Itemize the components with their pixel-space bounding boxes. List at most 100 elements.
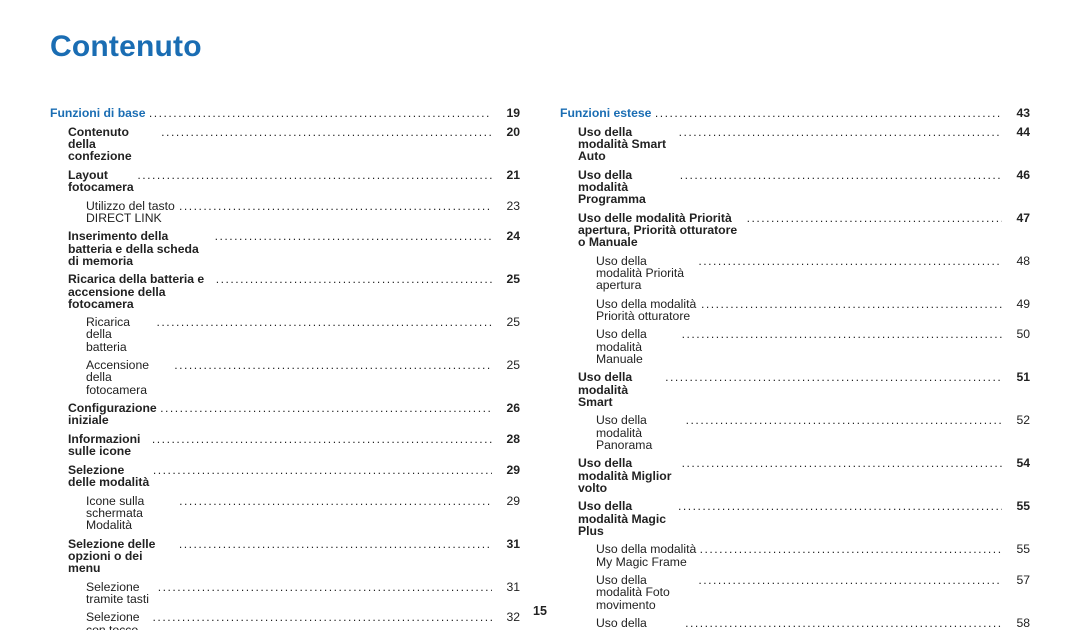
toc-column: Funzioni di base .......................…	[50, 104, 520, 630]
dot-leader: ........................................…	[179, 495, 492, 507]
toc-entry-page: 21	[492, 169, 520, 181]
toc-section-heading: Funzioni estese ........................…	[560, 104, 1030, 123]
toc-entry-page: 20	[492, 126, 520, 138]
toc-entry-label: Uso della modalità Priorità apertura	[596, 255, 695, 292]
toc-entry-page: 29	[492, 464, 520, 476]
toc-entry-label: Selezione delle opzioni o dei menu	[68, 538, 175, 575]
toc-chapter-entry: Uso della modalità Miglior volto .......…	[560, 454, 1030, 497]
toc-entry-page: 52	[1002, 414, 1030, 426]
toc-entry-page: 24	[492, 230, 520, 242]
toc-chapter-entry: Selezione delle opzioni o dei menu .....…	[50, 534, 520, 577]
dot-leader: ........................................…	[655, 107, 1002, 119]
dot-leader: ........................................…	[149, 107, 492, 119]
dot-leader: ........................................…	[679, 126, 1002, 138]
toc-sub-entry: Icone sulla schermata Modalità .........…	[50, 491, 520, 534]
dot-leader: ........................................…	[174, 359, 492, 371]
toc-chapter-entry: Uso della modalità Smart Auto ..........…	[560, 123, 1030, 166]
toc-entry-label: Ricarica della batteria e accensione del…	[68, 273, 212, 310]
toc-entry-page: 19	[492, 107, 520, 119]
dot-leader: ........................................…	[682, 328, 1002, 340]
toc-entry-label: Configurazione iniziale	[68, 402, 157, 426]
toc-chapter-entry: Uso della modalità Magic Plus ..........…	[560, 497, 1030, 540]
toc-entry-page: 54	[1002, 457, 1030, 469]
toc-chapter-entry: Contenuto della confezione .............…	[50, 123, 520, 166]
toc-entry-label: Uso della modalità Priorità otturatore	[596, 298, 698, 322]
toc-entry-label: Uso della modalità Manuale	[596, 328, 678, 365]
toc-entry-label: Uso della modalità Smart	[578, 371, 662, 408]
toc-entry-label: Ricarica della batteria	[86, 316, 153, 353]
dot-leader: ........................................…	[700, 543, 1002, 555]
page-number: 15	[0, 604, 1080, 618]
toc-entry-page: 58	[1002, 617, 1030, 629]
dot-leader: ........................................…	[665, 371, 1002, 383]
toc-entry-label: Selezione delle modalità	[68, 464, 149, 488]
toc-entry-page: 26	[492, 402, 520, 414]
toc-entry-label: Uso della modalità Filtro Foto	[596, 617, 682, 630]
toc-entry-label: Inserimento della batteria e della sched…	[68, 230, 211, 267]
toc-sub-entry: Uso della modalità Panorama ............…	[560, 411, 1030, 454]
toc-chapter-entry: Configurazione iniziale ................…	[50, 399, 520, 430]
dot-leader: ........................................…	[216, 273, 492, 285]
toc-entry-page: 25	[492, 316, 520, 328]
dot-leader: ........................................…	[686, 414, 1002, 426]
toc-entry-label: Funzioni di base	[50, 107, 145, 119]
dot-leader: ........................................…	[701, 298, 1002, 310]
dot-leader: ........................................…	[156, 316, 492, 328]
toc-entry-page: 29	[492, 495, 520, 507]
toc-entry-label: Selezione tramite tasti	[86, 581, 154, 605]
toc-entry-label: Uso della modalità My Magic Frame	[596, 543, 696, 567]
toc-chapter-entry: Uso della modalità Programma ...........…	[560, 166, 1030, 209]
toc-entry-label: Uso della modalità Panorama	[596, 414, 682, 451]
toc-chapter-entry: Uso delle modalità Priorità apertura, Pr…	[560, 209, 1030, 252]
toc-entry-label: Uso della modalità Smart Auto	[578, 126, 675, 163]
toc-entry-page: 25	[492, 273, 520, 285]
dot-leader: ........................................…	[161, 126, 492, 138]
toc-entry-page: 48	[1002, 255, 1030, 267]
toc-columns: Funzioni di base .......................…	[50, 104, 1030, 630]
toc-entry-page: 49	[1002, 298, 1030, 310]
dot-leader: ........................................…	[137, 169, 492, 181]
toc-entry-page: 44	[1002, 126, 1030, 138]
toc-entry-page: 25	[492, 359, 520, 371]
toc-entry-label: Utilizzo del tasto DIRECT LINK	[86, 200, 176, 224]
toc-sub-entry: Uso della modalità Manuale .............…	[560, 325, 1030, 368]
dot-leader: ........................................…	[158, 581, 492, 593]
toc-entry-label: Icone sulla schermata Modalità	[86, 495, 176, 532]
toc-entry-label: Uso delle modalità Priorità apertura, Pr…	[578, 212, 743, 249]
toc-entry-page: 28	[492, 433, 520, 445]
toc-entry-label: Layout fotocamera	[68, 169, 134, 193]
dot-leader: ........................................…	[160, 402, 492, 414]
toc-entry-page: 47	[1002, 212, 1030, 224]
toc-entry-label: Contenuto della confezione	[68, 126, 158, 163]
toc-chapter-entry: Informazioni sulle icone ...............…	[50, 430, 520, 461]
toc-sub-entry: Utilizzo del tasto DIRECT LINK .........…	[50, 196, 520, 227]
toc-sub-entry: Ricarica della batteria ................…	[50, 313, 520, 356]
toc-entry-label: Informazioni sulle icone	[68, 433, 149, 457]
dot-leader: ........................................…	[685, 617, 1002, 629]
toc-chapter-entry: Layout fotocamera ......................…	[50, 166, 520, 197]
toc-entry-label: Accensione della fotocamera	[86, 359, 171, 396]
toc-section-heading: Funzioni di base .......................…	[50, 104, 520, 123]
page: Contenuto Funzioni di base .............…	[0, 0, 1080, 630]
page-title: Contenuto	[50, 30, 1030, 64]
toc-column: Funzioni estese ........................…	[560, 104, 1030, 630]
toc-entry-label: Uso della modalità Programma	[578, 169, 676, 206]
toc-entry-page: 31	[492, 538, 520, 550]
dot-leader: ........................................…	[179, 538, 492, 550]
toc-chapter-entry: Ricarica della batteria e accensione del…	[50, 270, 520, 313]
toc-entry-page: 43	[1002, 107, 1030, 119]
toc-sub-entry: Uso della modalità My Magic Frame ......…	[560, 540, 1030, 571]
dot-leader: ........................................…	[680, 169, 1002, 181]
dot-leader: ........................................…	[698, 255, 1002, 267]
dot-leader: ........................................…	[153, 464, 492, 476]
dot-leader: ........................................…	[698, 574, 1002, 586]
toc-entry-page: 51	[1002, 371, 1030, 383]
toc-entry-page: 46	[1002, 169, 1030, 181]
dot-leader: ........................................…	[179, 200, 492, 212]
dot-leader: ........................................…	[215, 230, 492, 242]
toc-entry-page: 55	[1002, 500, 1030, 512]
toc-entry-page: 23	[492, 200, 520, 212]
dot-leader: ........................................…	[682, 457, 1002, 469]
toc-entry-page: 50	[1002, 328, 1030, 340]
dot-leader: ........................................…	[747, 212, 1002, 224]
